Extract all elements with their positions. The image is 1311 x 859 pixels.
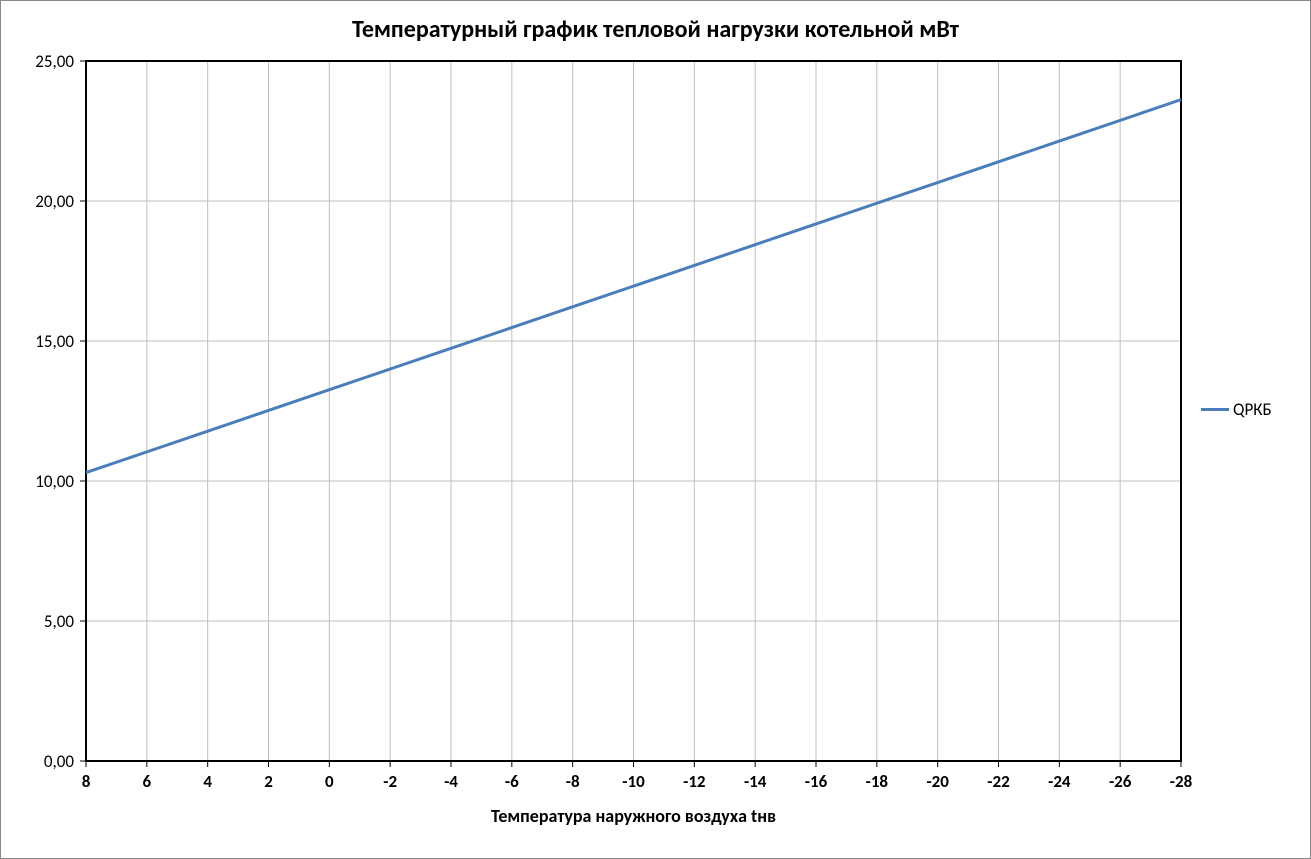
x-tick-label: -16: [786, 771, 846, 792]
x-tick-label: 0: [299, 771, 359, 792]
x-tick-label: 4: [178, 771, 238, 792]
plot-svg: [86, 61, 1181, 761]
x-tick-label: -26: [1090, 771, 1150, 792]
x-tick-label: 8: [56, 771, 116, 792]
plot-area: [86, 61, 1181, 761]
y-tick-label: 25,00: [14, 51, 74, 72]
x-tick-label: -22: [969, 771, 1029, 792]
legend: QРКБ: [1201, 399, 1272, 420]
y-tick-label: 20,00: [14, 191, 74, 212]
x-tick-label: -14: [725, 771, 785, 792]
legend-series-label: QРКБ: [1233, 399, 1272, 420]
legend-line: [1201, 408, 1229, 411]
y-tick-label: 0,00: [14, 751, 74, 772]
chart-container: Температурный график тепловой нагрузки к…: [0, 0, 1311, 859]
x-tick-label: -4: [421, 771, 481, 792]
x-tick-label: -20: [908, 771, 968, 792]
x-tick-label: -8: [543, 771, 603, 792]
x-tick-label: -28: [1151, 771, 1211, 792]
x-tick-label: 6: [117, 771, 177, 792]
x-tick-label: -12: [664, 771, 724, 792]
y-tick-label: 5,00: [14, 611, 74, 632]
chart-title: Температурный график тепловой нагрузки к…: [1, 15, 1310, 44]
x-axis-title: Температура наружного воздуха tнв: [86, 805, 1181, 827]
y-tick-label: 15,00: [14, 331, 74, 352]
x-tick-label: 2: [239, 771, 299, 792]
x-tick-label: -24: [1029, 771, 1089, 792]
x-tick-label: -10: [604, 771, 664, 792]
y-tick-label: 10,00: [14, 471, 74, 492]
x-tick-label: -2: [360, 771, 420, 792]
x-tick-label: -6: [482, 771, 542, 792]
x-tick-label: -18: [847, 771, 907, 792]
